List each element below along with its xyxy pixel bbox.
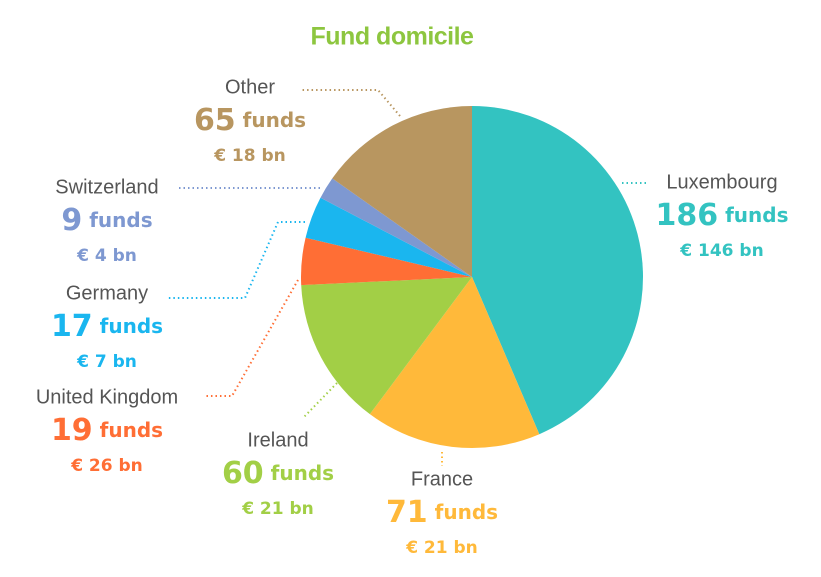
asset-label: € 4 bn [76, 246, 137, 266]
pie-slice [472, 106, 643, 435]
slice-name: Switzerland [55, 176, 158, 198]
asset-label: € 21 bn [405, 538, 478, 558]
slice-name: United Kingdom [36, 386, 178, 408]
value-label: 9 funds [61, 203, 152, 238]
value-label: 65 funds [194, 103, 306, 138]
leader-line [168, 221, 305, 299]
asset-label: € 26 bn [70, 456, 143, 476]
slice-name: Ireland [247, 429, 308, 451]
pie-slice [300, 237, 472, 286]
leader-line [300, 89, 401, 117]
asset-label: € 7 bn [76, 352, 137, 372]
chart-title: Fund domicile [311, 23, 475, 51]
slice-name: Luxembourg [666, 171, 777, 193]
pie-slice [332, 106, 472, 277]
asset-label: € 21 bn [241, 499, 314, 519]
asset-label: € 146 bn [679, 241, 763, 261]
pie-slice [369, 277, 540, 448]
asset-label: € 18 bn [213, 146, 286, 166]
pie-slice [320, 178, 472, 277]
leader-line [302, 382, 338, 419]
value-label: 17 funds [51, 309, 163, 344]
value-label: 71 funds [386, 495, 498, 530]
value-label: 19 funds [51, 413, 163, 448]
slice-name: Other [225, 76, 275, 98]
pie-slice [305, 197, 472, 277]
slice-name: Germany [66, 282, 148, 304]
value-label: 60 funds [222, 456, 334, 491]
slice-name: France [411, 468, 473, 490]
pie-slice [301, 277, 472, 415]
value-label: 186 funds [656, 198, 789, 233]
